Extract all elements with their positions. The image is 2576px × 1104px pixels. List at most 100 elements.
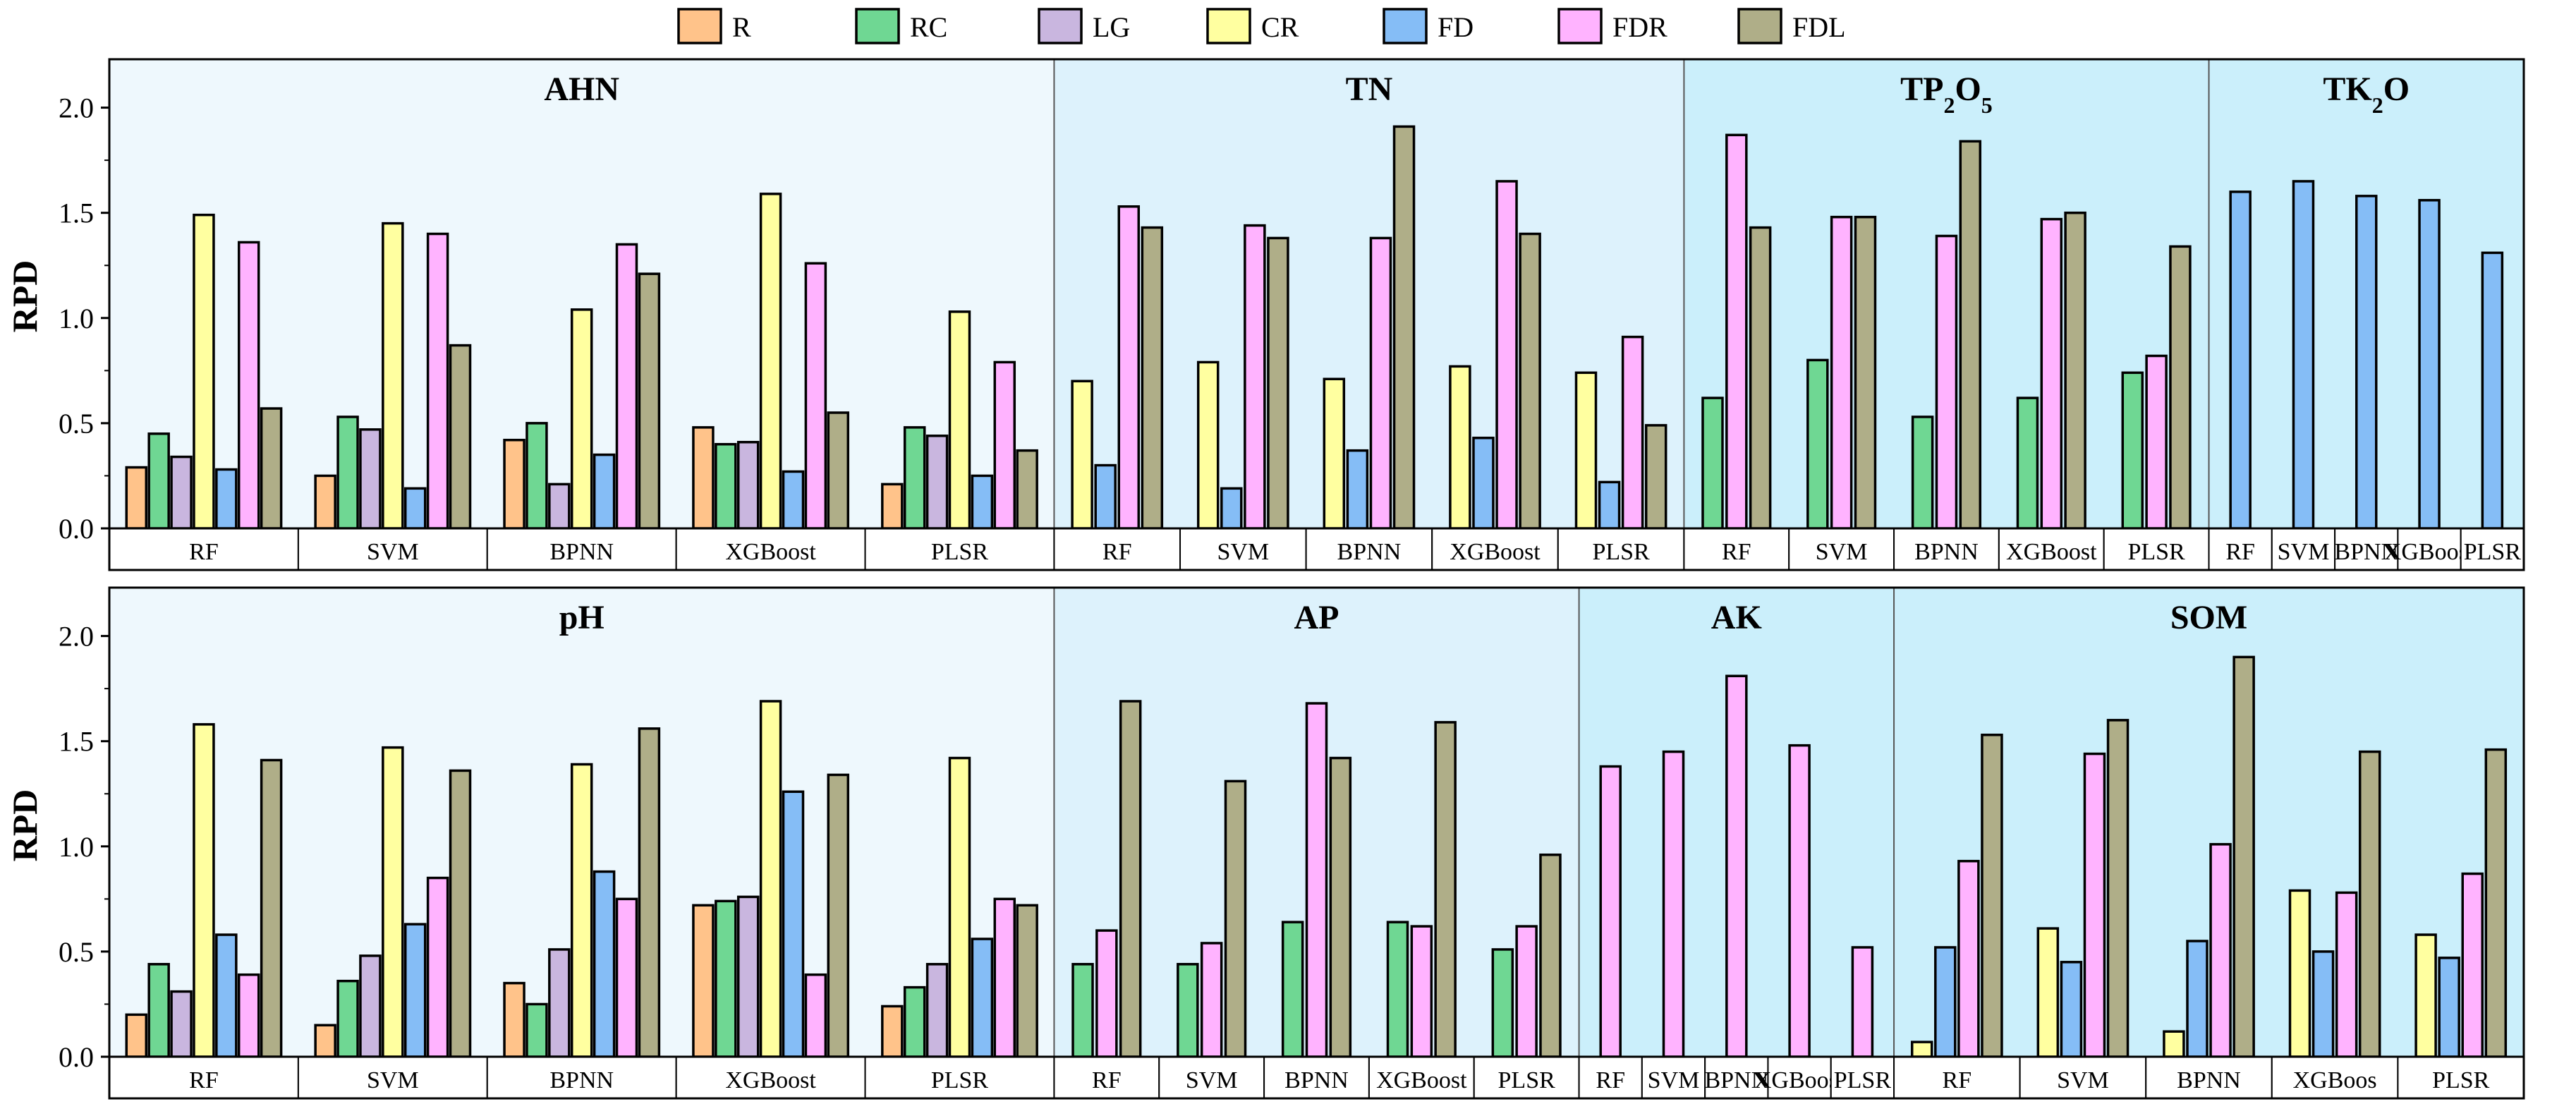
bar-ap-bpnn-rc	[1281, 921, 1304, 1058]
category-label: PLSR	[2432, 1067, 2490, 1093]
bar-ahn-svm-rc	[336, 415, 359, 530]
bar-tn-bpnn-fdr	[1369, 236, 1392, 530]
bar-tp2o5-bpnn-fdl	[1959, 140, 1982, 530]
category-cell	[2271, 1056, 2399, 1099]
bar-ak-xgboost-fdr	[1788, 744, 1811, 1058]
bar-ahn-rf-rc	[147, 432, 170, 530]
category-cell	[1830, 1056, 1895, 1099]
bar-ahn-bpnn-lg	[548, 483, 571, 530]
bar-ap-bpnn-fdl	[1329, 756, 1352, 1058]
bar-ahn-svm-fd	[403, 487, 427, 530]
bar-som-svm-fd	[2060, 961, 2083, 1058]
bar-ph-rf-fdr	[237, 973, 260, 1058]
category-label: RF	[189, 1067, 219, 1093]
bar-ahn-xgboost-rc	[715, 442, 737, 530]
panel-som: SOM RF SVM BPNN XGBoos PLSR	[1893, 588, 2525, 1099]
bar-ahn-rf-fdl	[260, 407, 283, 530]
category-label: XGBoost	[1754, 1067, 1845, 1093]
bar-ap-rf-rc	[1071, 963, 1094, 1058]
bar-som-svm-fdl	[2106, 719, 2130, 1058]
bar-tn-xgboost-fdr	[1495, 180, 1518, 530]
bar-ap-xgboost-rc	[1386, 921, 1409, 1058]
legend-swatch-lg	[1038, 8, 1083, 44]
bar-som-bpnn-fd	[2186, 940, 2209, 1058]
bar-tp2o5-rf-fdr	[1725, 133, 1748, 530]
bar-ap-svm-rc	[1177, 963, 1199, 1058]
bar-tp2o5-rf-rc	[1701, 396, 1724, 530]
category-label: BPNN	[1284, 1067, 1349, 1093]
bar-ahn-svm-fdr	[426, 232, 449, 530]
category-axis-frame	[108, 527, 2525, 571]
bar-som-plsr-fdr	[2461, 872, 2484, 1058]
bar-som-rf-fdl	[1981, 733, 2003, 1058]
bar-ph-svm-fdr	[426, 876, 449, 1058]
panel-title: AHN	[544, 71, 619, 108]
y-tick-label: 0.0	[59, 1041, 94, 1073]
bar-ph-rf-cr	[193, 723, 215, 1058]
bar-tk2o-xgboost-fd	[2418, 199, 2441, 530]
category-label: RF	[2225, 539, 2255, 565]
bar-ap-plsr-fdr	[1515, 925, 1538, 1058]
category-label: PLSR	[931, 1067, 989, 1093]
legend-swatch-r	[677, 8, 722, 44]
legend-swatch-fd	[1383, 8, 1428, 44]
bar-ph-svm-r	[314, 1024, 336, 1058]
category-label: PLSR	[2464, 539, 2522, 565]
category-cell	[2397, 1056, 2525, 1099]
bar-som-plsr-fd	[2438, 957, 2460, 1058]
category-label: SVM	[367, 539, 419, 565]
bar-som-bpnn-fdl	[2232, 655, 2255, 1058]
bar-ph-bpnn-fdr	[615, 897, 638, 1058]
bar-tn-xgboost-fd	[1472, 437, 1495, 530]
bar-tp2o5-xgboost-rc	[2016, 396, 2039, 530]
bar-tn-rf-fdl	[1141, 226, 1164, 530]
category-label: XGBoost	[1376, 1067, 1467, 1093]
bar-ahn-rf-r	[125, 466, 148, 530]
bar-ph-plsr-rc	[903, 985, 926, 1058]
bar-tn-rf-cr	[1071, 380, 1093, 530]
bar-ak-rf-fdr	[1599, 765, 1622, 1058]
bar-tn-svm-fdr	[1244, 224, 1266, 530]
bar-ap-rf-fdl	[1119, 700, 1142, 1058]
bar-tp2o5-plsr-fdl	[2169, 245, 2192, 530]
category-cell	[2019, 1056, 2147, 1099]
category-cell	[2145, 1056, 2273, 1099]
category-cell	[1893, 528, 2000, 571]
bar-ahn-svm-r	[314, 474, 336, 530]
panel-title-part: O	[2383, 71, 2410, 108]
bar-tn-rf-fd	[1094, 463, 1117, 530]
bar-ahn-xgboost-fdl	[827, 411, 850, 530]
bar-ph-bpnn-fd	[593, 870, 616, 1058]
legend-label-rc: RC	[910, 11, 947, 43]
category-label: BPNN	[1914, 539, 1979, 565]
category-label: RF	[1092, 1067, 1122, 1093]
bar-ahn-plsr-fdr	[993, 360, 1016, 530]
bar-ap-plsr-rc	[1491, 948, 1514, 1058]
y-tick-label: 0.0	[59, 513, 94, 545]
category-label: SVM	[1217, 539, 1269, 565]
category-label: RF	[1943, 1067, 1972, 1093]
bar-ahn-rf-fd	[215, 468, 238, 530]
bar-ahn-xgboost-cr	[759, 193, 782, 530]
bar-ph-plsr-cr	[948, 756, 971, 1058]
panel-title-part: 2	[1943, 92, 1955, 118]
bar-ph-bpnn-lg	[548, 948, 571, 1058]
bar-tp2o5-bpnn-rc	[1911, 415, 1934, 530]
panel-title-part: AP	[1294, 599, 1339, 636]
category-label: SVM	[1186, 1067, 1238, 1093]
bar-ak-bpnn-fdr	[1725, 674, 1748, 1058]
bar-ahn-bpnn-fdl	[638, 272, 661, 530]
panel-ap: AP RF SVM BPNN XGBoost PLSR	[1053, 588, 1580, 1099]
category-label: XGBoost	[2006, 539, 2097, 565]
panel-tn: TN RF SVM BPNN XGBoost PLSR	[1053, 59, 1685, 571]
bar-ph-bpnn-r	[503, 981, 525, 1058]
panel-title-part: O	[1955, 71, 1981, 108]
bar-ap-xgboost-fdl	[1434, 721, 1457, 1058]
category-label: BPNN	[2177, 1067, 2241, 1093]
bar-tp2o5-bpnn-fdr	[1935, 234, 1958, 530]
category-label: BPNN	[1337, 539, 1402, 565]
category-label: RF	[1102, 539, 1132, 565]
panel-title-part: AK	[1711, 599, 1762, 636]
